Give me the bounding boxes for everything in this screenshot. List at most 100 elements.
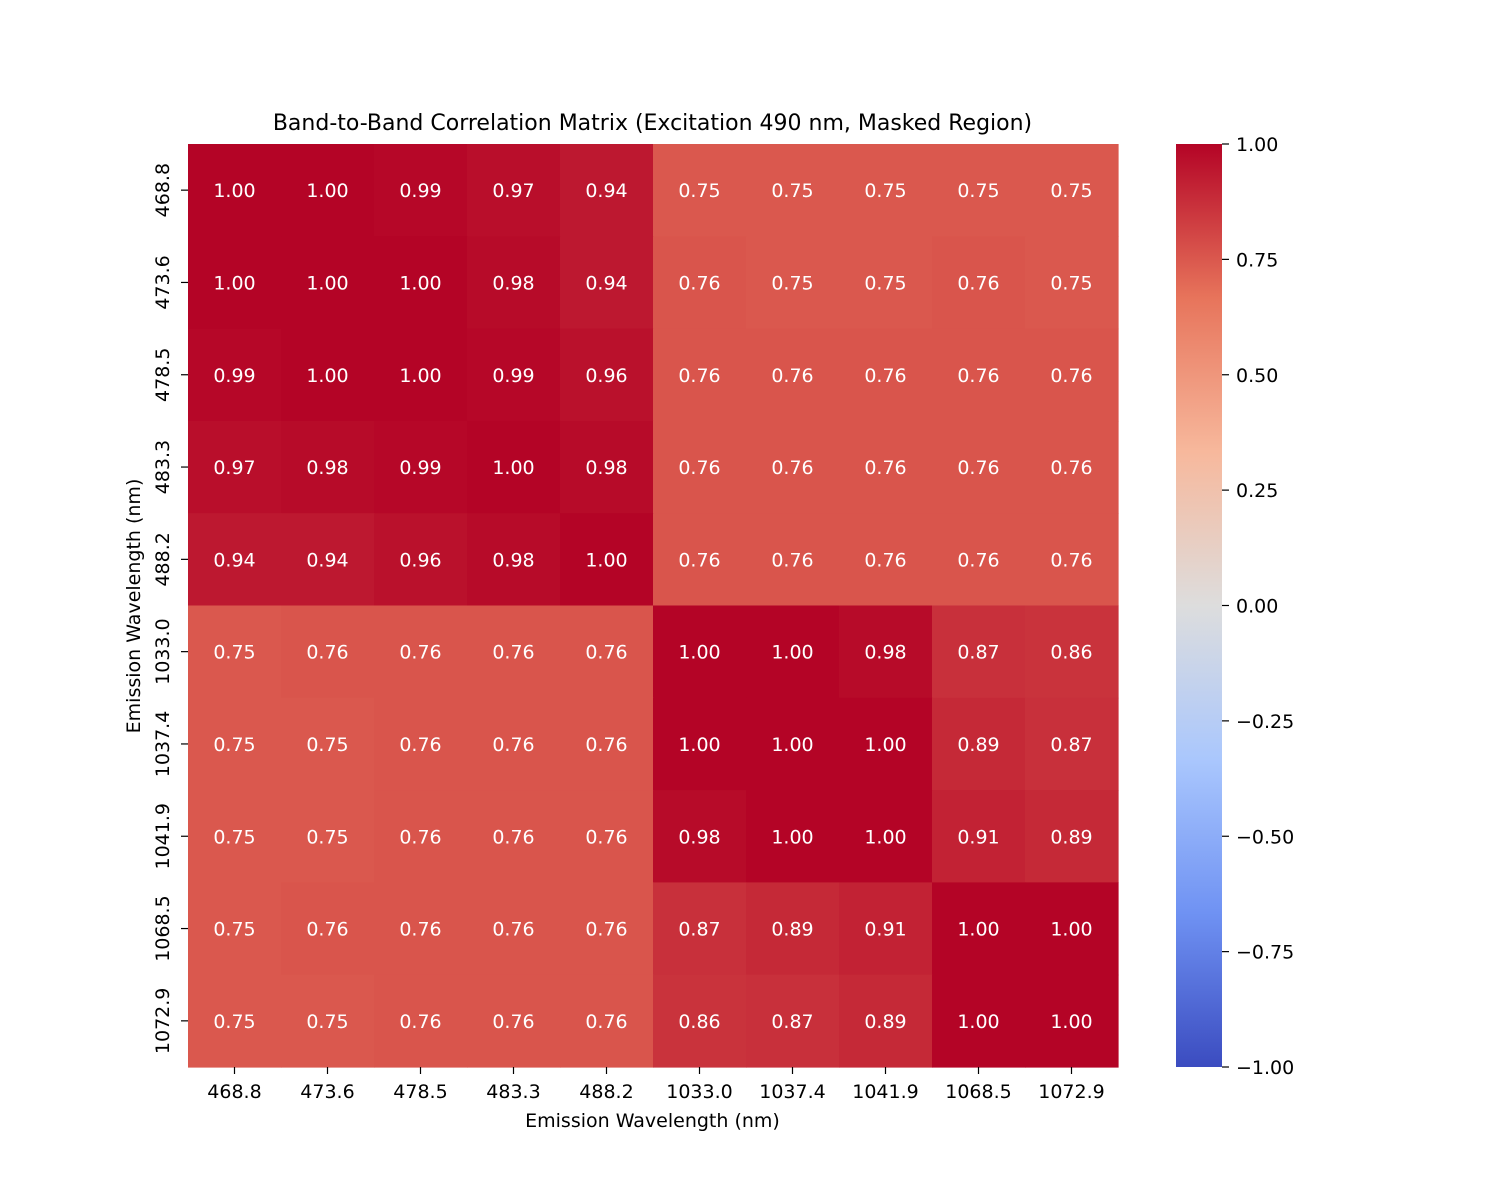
cell-value-label: 0.76 — [399, 642, 441, 664]
heatmap-cell — [281, 420, 375, 514]
heatmap-cell — [932, 513, 1026, 607]
heatmap-cell — [560, 790, 654, 883]
heatmap-cell — [653, 974, 747, 1068]
heatmap-cell — [560, 420, 654, 514]
cell-value-label: 0.98 — [678, 826, 720, 848]
heatmap-cell — [653, 697, 747, 791]
heatmap-cell — [839, 420, 933, 514]
cell-value-label: 0.76 — [306, 642, 348, 664]
heatmap-cell — [560, 144, 654, 237]
cell-value-label: 0.96 — [399, 549, 441, 571]
heatmap-cell — [281, 328, 375, 422]
cell-value-label: 0.76 — [492, 1011, 534, 1033]
x-axis: 468.8 473.6 478.5 483.3 488.2 1033.0 1037.4 104… — [207, 1067, 1105, 1103]
cell-value-label: 0.76 — [492, 826, 534, 848]
heatmap-cell — [374, 328, 468, 422]
cell-value-label: 0.89 — [771, 919, 813, 941]
x-tick-label: 488.2 — [579, 1081, 633, 1103]
cell-value-label: 0.76 — [585, 1011, 627, 1033]
cell-value-label: 1.00 — [585, 549, 627, 571]
cell-value-label: 0.75 — [213, 734, 255, 756]
cell-value-label: 0.76 — [678, 457, 720, 479]
cell-value-label: 0.76 — [399, 919, 441, 941]
heatmap-cell — [653, 328, 747, 422]
heatmap-cell — [281, 790, 375, 883]
heatmap-cell — [932, 328, 1026, 422]
heatmap-cell — [374, 790, 468, 883]
cell-value-label: 0.76 — [864, 549, 906, 571]
cell-value-label: 0.75 — [213, 1011, 255, 1033]
cell-value-label: 0.94 — [306, 549, 348, 571]
y-tick-label: 488.2 — [152, 532, 174, 586]
cell-value-label: 0.87 — [771, 1011, 813, 1033]
y-tick-label: 1033.0 — [152, 618, 174, 684]
x-tick-label: 1037.4 — [759, 1081, 825, 1103]
cell-value-label: 0.76 — [585, 642, 627, 664]
heatmap-cell — [1025, 882, 1119, 976]
heatmap-cell — [560, 236, 654, 330]
heatmap-cell — [467, 513, 561, 607]
heatmap-cell — [467, 328, 561, 422]
y-axis-label: Emission Wavelength (nm) — [123, 479, 145, 734]
x-axis-label: Emission Wavelength (nm) — [525, 1110, 780, 1132]
cell-value-label: 0.76 — [957, 272, 999, 294]
cell-value-label: 0.94 — [585, 180, 627, 202]
heatmap-cell — [839, 513, 933, 607]
heatmap-cell — [839, 236, 933, 330]
cell-value-label: 0.98 — [585, 457, 627, 479]
x-tick-label: 1072.9 — [1038, 1081, 1104, 1103]
colorbar-tick-label: −0.25 — [1236, 711, 1294, 733]
cell-value-label: 1.00 — [213, 180, 255, 202]
y-tick-label: 1068.5 — [152, 895, 174, 961]
heatmap-cell — [653, 790, 747, 883]
heatmap-cell — [188, 790, 282, 883]
cell-value-label: 0.76 — [957, 365, 999, 387]
heatmap-cell — [839, 605, 933, 699]
cell-value-label: 1.00 — [306, 180, 348, 202]
cell-value-label: 1.00 — [957, 919, 999, 941]
cell-value-label: 1.00 — [213, 272, 255, 294]
heatmap-cell — [839, 697, 933, 791]
cell-value-label: 0.76 — [492, 919, 534, 941]
cell-value-label: 0.87 — [957, 642, 999, 664]
heatmap-cell — [467, 420, 561, 514]
heatmap-cell — [839, 144, 933, 237]
y-tick-label: 473.6 — [152, 255, 174, 309]
heatmap-cell — [560, 882, 654, 976]
x-tick-label: 473.6 — [300, 1081, 354, 1103]
heatmap-cell — [560, 697, 654, 791]
cell-value-label: 0.94 — [213, 549, 255, 571]
heatmap-cell — [1025, 513, 1119, 607]
cell-value-label: 0.76 — [1050, 365, 1092, 387]
heatmap-cell — [839, 882, 933, 976]
heatmap-cell — [1025, 697, 1119, 791]
x-tick-label: 478.5 — [393, 1081, 447, 1103]
cell-value-label: 1.00 — [678, 642, 720, 664]
cell-value-label: 0.76 — [678, 549, 720, 571]
cell-value-label: 0.99 — [399, 180, 441, 202]
heatmap-cell — [746, 974, 840, 1068]
heatmap-cell — [281, 513, 375, 607]
heatmap-cell — [560, 974, 654, 1068]
heatmap-cell — [374, 420, 468, 514]
heatmap-cell — [839, 328, 933, 422]
colorbar-tick-label: −0.75 — [1236, 942, 1294, 964]
cell-value-label: 0.76 — [1050, 457, 1092, 479]
heatmap-cell — [467, 605, 561, 699]
heatmap-cell — [467, 144, 561, 237]
heatmap-cell — [467, 790, 561, 883]
heatmap-cell — [653, 236, 747, 330]
heatmap-cell — [1025, 144, 1119, 237]
heatmap-cell — [932, 236, 1026, 330]
heatmap-cell — [374, 144, 468, 237]
cell-value-label: 0.76 — [1050, 549, 1092, 571]
x-tick-label: 1033.0 — [666, 1081, 732, 1103]
cell-value-label: 0.75 — [306, 826, 348, 848]
heatmap-cell — [746, 328, 840, 422]
heatmap-cell — [932, 790, 1026, 883]
cell-value-label: 0.97 — [213, 457, 255, 479]
cell-value-label: 0.75 — [213, 642, 255, 664]
cell-value-label: 0.98 — [492, 272, 534, 294]
heatmap-cell — [188, 605, 282, 699]
heatmap-cell — [932, 697, 1026, 791]
